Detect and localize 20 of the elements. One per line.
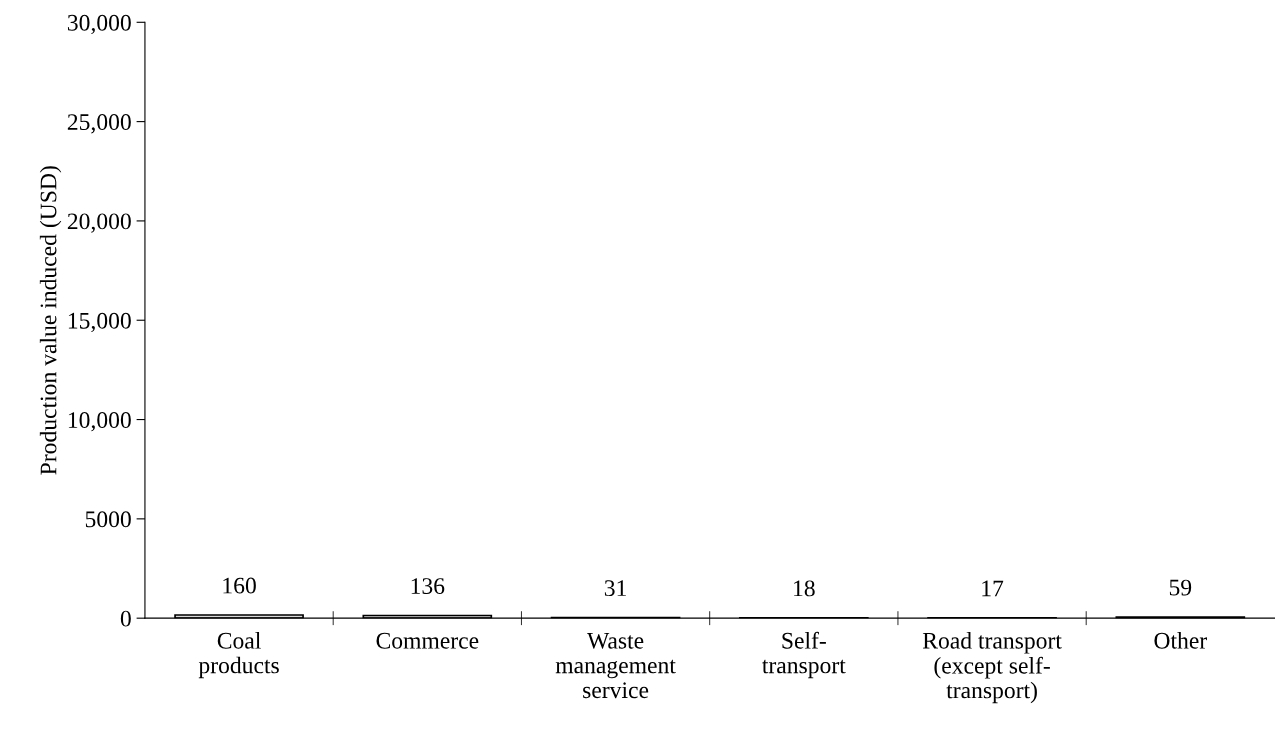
- y-tick-label: 10,000: [68, 412, 131, 432]
- data-label: 59: [1169, 579, 1192, 596]
- x-tick-label: Road transport (except self- transport): [922, 632, 1062, 704]
- data-label: 31: [604, 580, 626, 597]
- x-tick-label: Coal products: [198, 632, 279, 679]
- x-tick-label: Commerce: [376, 632, 479, 649]
- x-tick-label: Other: [1154, 632, 1207, 649]
- data-label: 160: [223, 577, 256, 594]
- y-tick-label: 20,000: [67, 213, 131, 233]
- y-tick-label: 15,000: [68, 312, 131, 333]
- y-tick-label: 5000: [85, 511, 131, 528]
- y-tick-label: 30,000: [67, 14, 131, 35]
- x-tick-label: Self- transport: [762, 631, 846, 679]
- data-label: 18: [794, 580, 815, 597]
- x-tick-label: Waste management service: [555, 632, 676, 699]
- data-label: 17: [982, 580, 1004, 597]
- y-tick-label: 0: [120, 610, 131, 627]
- y-tick-label: 25,000: [67, 114, 131, 134]
- data-label: 136: [411, 578, 445, 595]
- y-axis-title: Production value induced (USD): [39, 166, 62, 475]
